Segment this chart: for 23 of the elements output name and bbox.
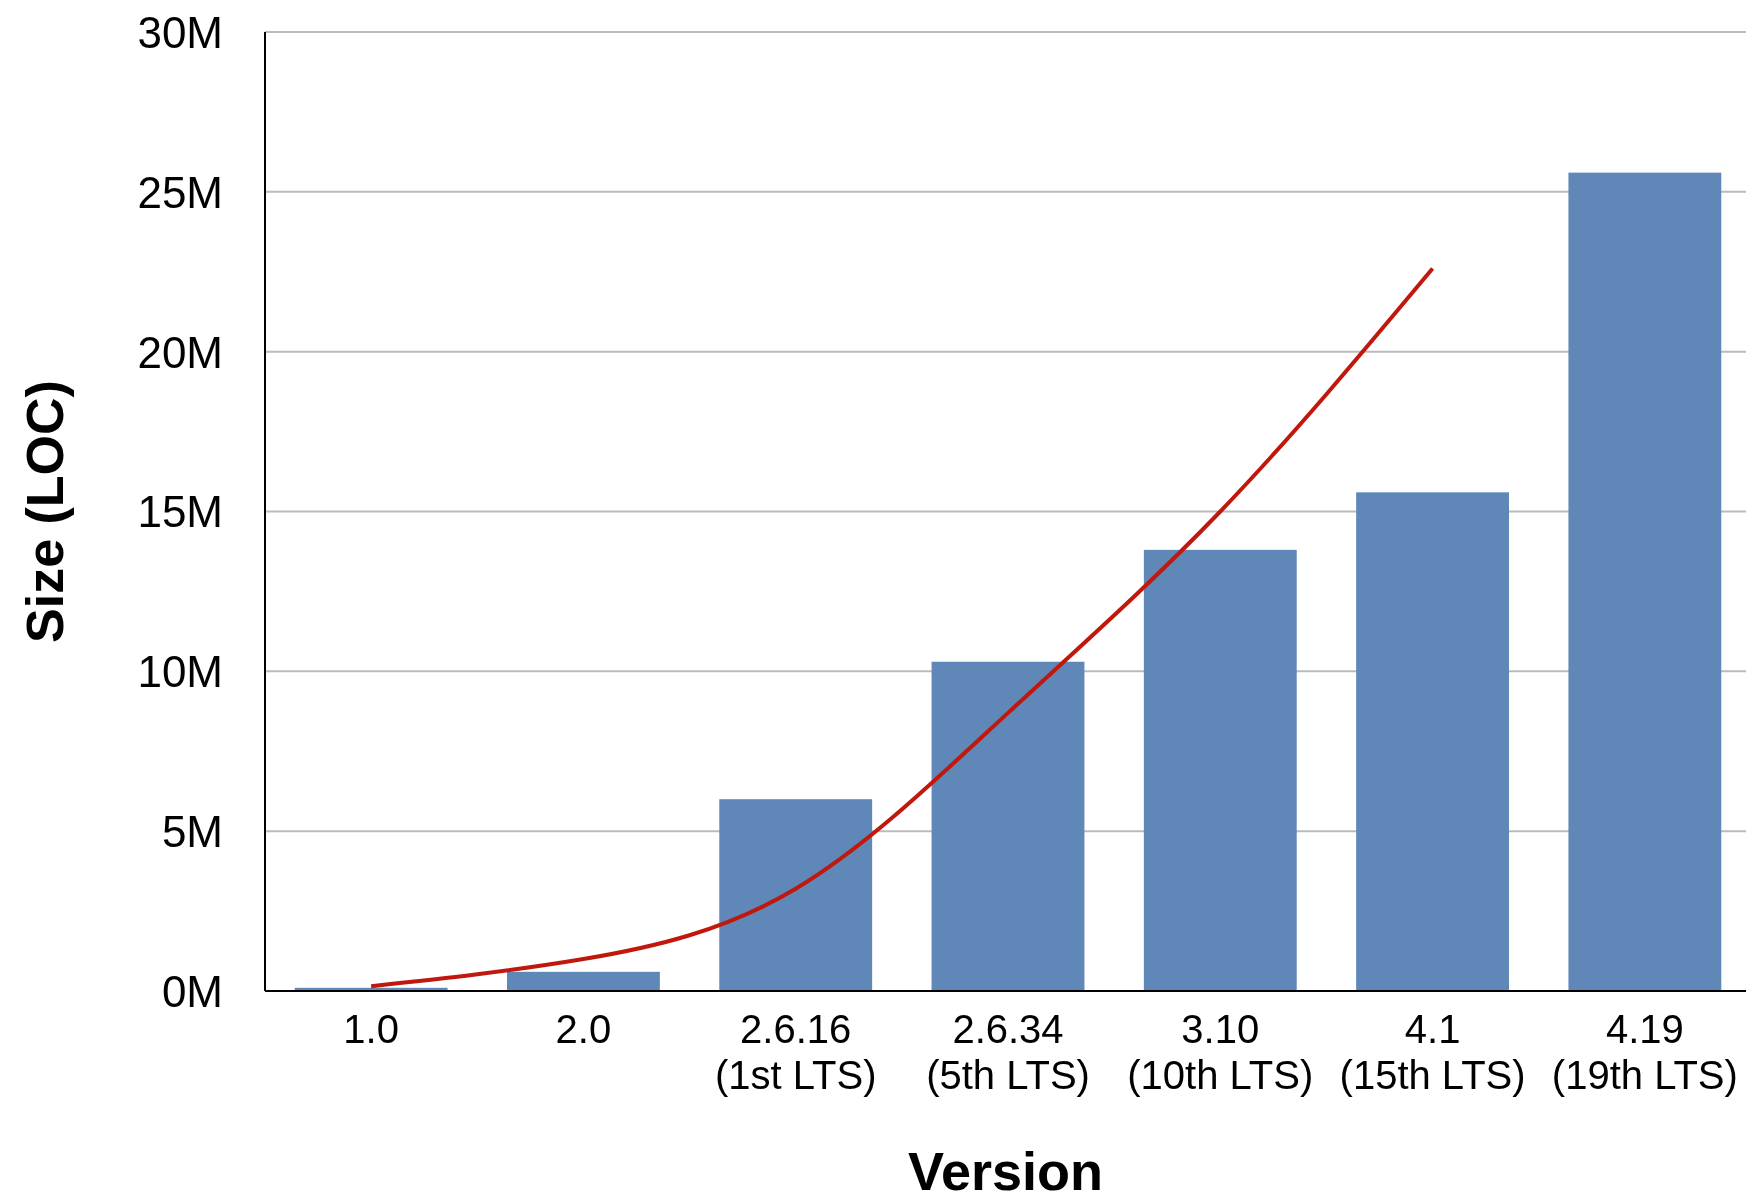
y-tick-label: 10M xyxy=(137,647,223,697)
line-series xyxy=(369,266,1435,989)
x-tick-label: 4.1 (15th LTS) xyxy=(1339,1007,1526,1097)
bar xyxy=(507,971,660,991)
bar xyxy=(931,661,1085,991)
bar xyxy=(719,799,873,991)
y-tick-label: 5M xyxy=(161,807,223,857)
y-axis-title: Size (LOC) xyxy=(16,380,74,643)
x-axis-title: Version xyxy=(907,1141,1104,1195)
y-tick-label: 25M xyxy=(137,167,223,217)
x-tick-label: 2.6.34 (5th LTS) xyxy=(926,1007,1090,1097)
x-tick-label: 1.0 xyxy=(343,1007,399,1051)
y-tick-label: 20M xyxy=(137,327,223,377)
bar xyxy=(1356,492,1509,991)
bar xyxy=(1143,549,1297,991)
x-tick-label: 2.6.16 (1st LTS) xyxy=(714,1007,877,1097)
x-tick-label: 4.19 (19th LTS) xyxy=(1551,1007,1738,1097)
x-tick-label: 2.0 xyxy=(555,1007,612,1051)
bar xyxy=(1568,172,1722,991)
x-tick-label: 3.10 (10th LTS) xyxy=(1127,1007,1314,1097)
y-tick-label: 0M xyxy=(161,966,223,1016)
y-tick-label: 15M xyxy=(137,487,223,537)
y-tick-label: 30M xyxy=(137,7,223,57)
